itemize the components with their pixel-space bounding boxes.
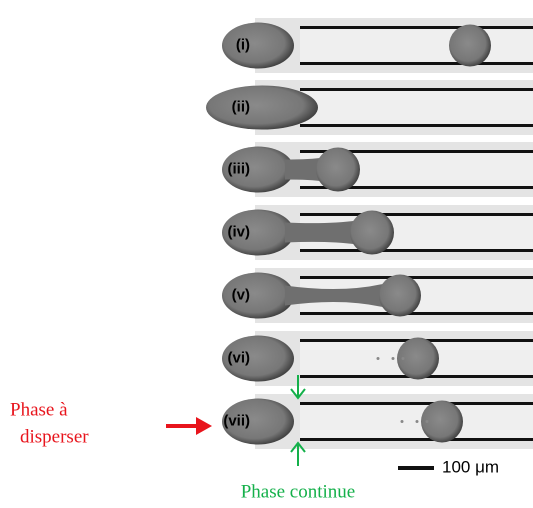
dispersed-phase	[222, 398, 294, 445]
dispersed-phase-label: disperser	[20, 426, 89, 447]
dispersed-phase	[222, 146, 294, 193]
dispersed-phase	[222, 272, 294, 319]
scale-bar-label: 100 μm	[442, 457, 499, 476]
satellite	[415, 420, 419, 423]
panel-label: (iv)	[228, 223, 251, 240]
panels: (i) (ii) (iii) (iv) (v) (vi) (vii)	[206, 18, 533, 449]
neck	[285, 157, 323, 182]
neck	[285, 220, 357, 245]
channel-wall	[300, 88, 533, 91]
channel-wall	[300, 438, 533, 441]
satellite	[400, 420, 404, 423]
channel-wall	[300, 150, 533, 153]
panel-label: (i)	[236, 36, 250, 53]
droplet	[350, 210, 394, 255]
channel-wall	[300, 26, 533, 29]
channel-wall	[300, 186, 533, 189]
dispersed-phase	[222, 335, 294, 382]
channel-wall	[300, 62, 533, 65]
satellite	[401, 357, 405, 360]
channel-wall	[300, 276, 533, 279]
channel	[300, 90, 533, 125]
channel-wall	[300, 312, 533, 315]
continuous-phase-label: Phase continue	[241, 481, 356, 502]
satellite	[376, 357, 380, 360]
satellite	[391, 357, 395, 360]
panel-label: (vii)	[223, 412, 250, 429]
continuous-arrows	[290, 375, 306, 466]
channel-wall	[300, 213, 533, 216]
panel-label: (ii)	[232, 98, 250, 115]
dispersed-phase	[222, 209, 294, 256]
droplet	[379, 274, 421, 317]
satellite	[425, 420, 429, 423]
channel-wall	[300, 402, 533, 405]
dispersed-phase	[222, 22, 294, 69]
channel-wall	[300, 124, 533, 127]
dispersed-phase	[206, 85, 318, 130]
neck	[285, 283, 385, 308]
droplet	[316, 147, 360, 192]
droplet	[397, 337, 439, 380]
dispersed-phase-label: Phase à	[10, 399, 68, 420]
panel-label: (vi)	[228, 349, 251, 366]
channel	[300, 28, 533, 63]
panel-label: (iii)	[228, 160, 251, 177]
channel-wall	[300, 249, 533, 252]
panel-label: (v)	[232, 286, 250, 303]
arrow-head	[196, 417, 212, 435]
droplet	[449, 24, 491, 67]
scale-bar	[398, 466, 434, 470]
droplet	[421, 400, 463, 443]
